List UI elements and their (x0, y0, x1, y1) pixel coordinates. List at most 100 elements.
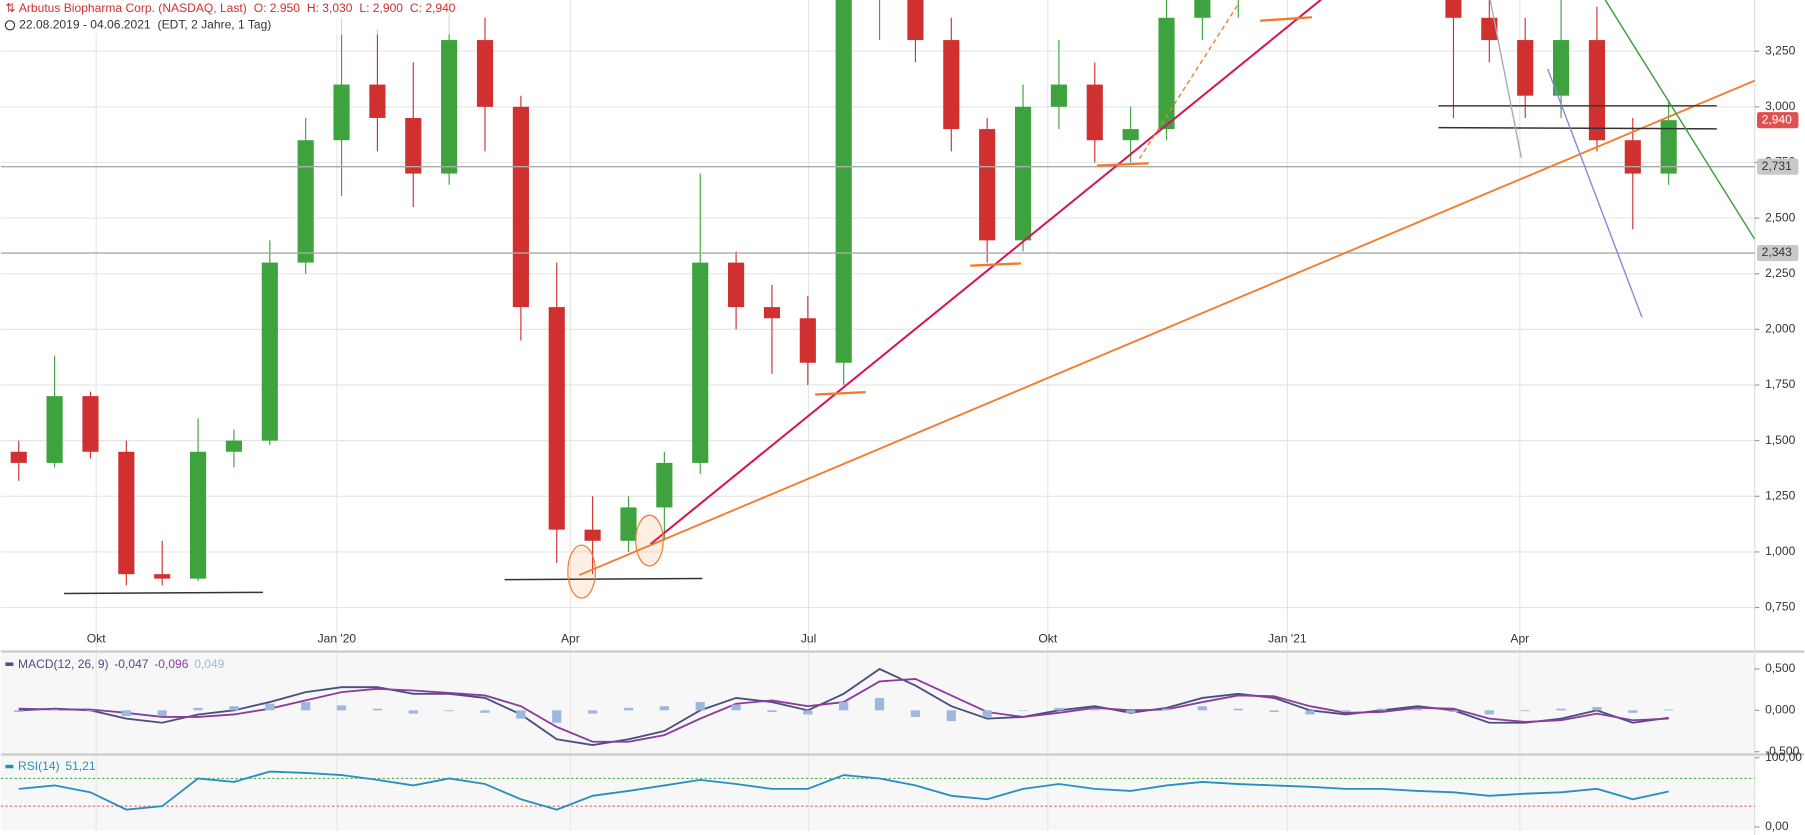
drawings (64, 0, 1755, 599)
histogram-bar (193, 707, 203, 711)
histogram-bar (1305, 710, 1315, 715)
header: ⇅ Arbutus Biopharma Corp. (NASDAQ, Last)… (0, 0, 484, 35)
y-tick-label: 0,500 (1765, 661, 1795, 675)
x-tick-label: Jan '21 (1268, 632, 1307, 646)
candle-body (1445, 0, 1462, 18)
histogram-bar (1592, 707, 1602, 711)
histogram-bar (444, 710, 454, 712)
y-tick-label: 100,00 (1765, 750, 1802, 764)
candle-body (118, 451, 135, 575)
candle-body (512, 106, 529, 308)
candle-body (476, 40, 494, 107)
histogram-bar (1556, 708, 1566, 711)
candle-body (799, 318, 816, 363)
candle-body (907, 0, 924, 41)
histogram-bar (1233, 708, 1243, 711)
x-tick-label: Okt (87, 632, 106, 646)
candle-body (154, 574, 171, 579)
signal-value: -0,096 (154, 657, 188, 671)
histogram-bar (803, 710, 813, 715)
histogram-bar (1126, 710, 1136, 713)
trend-line (578, 79, 1755, 576)
histogram-bar (1484, 710, 1494, 715)
macd-value: -0,047 (114, 657, 148, 671)
legend-icon (5, 764, 14, 769)
level-label: 2,731 (1762, 159, 1792, 173)
candle-body (441, 40, 458, 174)
last-price-tag (1757, 112, 1799, 129)
histogram-bar (695, 702, 705, 711)
support-mark (815, 391, 866, 396)
x-tick-label: Apr (1510, 632, 1529, 646)
support-mark (970, 262, 1022, 267)
level-tag (1757, 158, 1799, 175)
histogram-bar (408, 710, 418, 714)
histogram-bar (1664, 709, 1674, 711)
macd-header: MACD(12, 26, 9) -0,047 -0,096 0,049 (5, 657, 225, 671)
y-tick-label: 2,500 (1765, 210, 1795, 224)
y-tick-label: 2,250 (1765, 266, 1795, 280)
x-tick-label: Jul (801, 632, 816, 646)
histogram-bar (516, 710, 526, 719)
support-line (504, 577, 703, 581)
trend-line (649, 0, 1323, 545)
candle-body (979, 129, 996, 241)
header-line: ⇅ Arbutus Biopharma Corp. (NASDAQ, Last)… (5, 1, 455, 15)
histogram-bar (588, 710, 598, 714)
highlight (635, 514, 664, 567)
histogram-bar (265, 703, 275, 711)
histogram-bar (1377, 708, 1387, 711)
histogram-bar (1341, 710, 1351, 712)
grid (0, 0, 1755, 831)
trend-line (1604, 0, 1755, 240)
candle-body (46, 396, 63, 463)
histogram-bar (767, 710, 777, 712)
candle-body (225, 440, 243, 452)
histogram-bar (301, 702, 311, 711)
rsi-panel (0, 755, 1755, 831)
x-tick-label: Apr (561, 632, 580, 646)
candle-body (548, 307, 565, 530)
candle-body (1122, 129, 1139, 141)
histogram-bar (839, 702, 849, 711)
histogram-bar (946, 710, 956, 722)
candle-body (1624, 140, 1641, 174)
y-tick-label: -0,500 (1765, 744, 1799, 758)
candle-body (943, 40, 960, 130)
candle-body (10, 451, 27, 463)
level-tag (1757, 244, 1799, 262)
y-tick-label: 3,250 (1765, 43, 1795, 57)
trend-line (1489, 0, 1522, 158)
price-plot (0, 0, 1755, 586)
ticker-icon: ⇅ (5, 1, 18, 15)
macd-plot (14, 667, 1674, 747)
candle-body (1481, 17, 1498, 41)
histogram-bar (1161, 708, 1172, 711)
histogram-bar (623, 707, 634, 711)
level-label: 2,343 (1762, 245, 1792, 259)
candle-body (82, 396, 99, 452)
y-tick-label: 1,500 (1765, 433, 1795, 447)
support-mark (1096, 162, 1149, 167)
histogram-bar (372, 708, 383, 711)
title: Arbutus Biopharma Corp. (NASDAQ, Last) (19, 1, 247, 15)
clock-icon (4, 20, 16, 31)
quote-open: O: 2.950 (254, 1, 301, 15)
candle-body (1194, 0, 1211, 18)
candle-body (763, 307, 781, 319)
histogram-bar (1090, 708, 1100, 711)
y-tick-label: 0,000 (1765, 703, 1795, 717)
histogram-bar (1520, 710, 1530, 712)
candle-body (835, 0, 852, 363)
candle-body (297, 140, 314, 263)
histogram-bar (1197, 706, 1207, 711)
histogram-bar (659, 706, 669, 711)
y-tick-label: 3,000 (1765, 99, 1795, 113)
y-tick-label: 2,000 (1765, 322, 1795, 336)
histogram-bar (1628, 710, 1638, 713)
quote-close: C: 2,940 (410, 1, 456, 15)
y-tick-label: 0,00 (1765, 819, 1789, 833)
candle-body (1517, 40, 1534, 96)
y-tick-label: 1,250 (1765, 488, 1795, 502)
support-line (64, 591, 264, 595)
